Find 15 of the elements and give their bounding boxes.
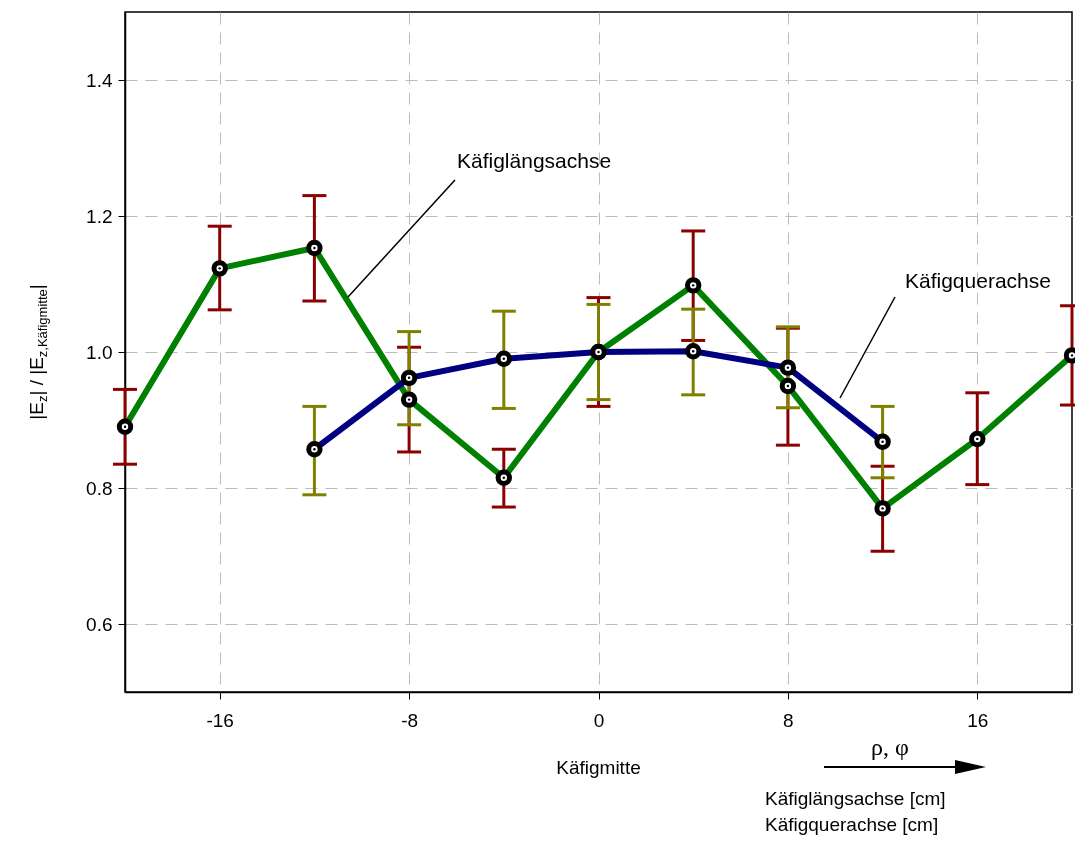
x-tick-label: -16 [206,709,234,731]
y-tick-label: 1.2 [86,205,113,227]
x-axis-title: Käfiglängsachse [cm] Käfigquerachse [cm] [765,788,946,835]
y-tick-label: 0.8 [86,477,113,499]
text: Käfigmitte [556,757,641,778]
x-tick-label: -8 [401,709,419,731]
y-tick-label: 1.4 [86,69,113,91]
x-tick-label: 8 [783,709,794,731]
text: Käfigquerachse [905,269,1051,292]
text: Käfiglängsachse [457,149,612,172]
text: ρ, φ [871,734,909,760]
x-tick-label: 0 [593,709,605,731]
y-tick-label: 0.6 [86,613,113,635]
x-tick-label: 16 [967,709,989,731]
y-tick-label: 1.0 [86,341,113,363]
